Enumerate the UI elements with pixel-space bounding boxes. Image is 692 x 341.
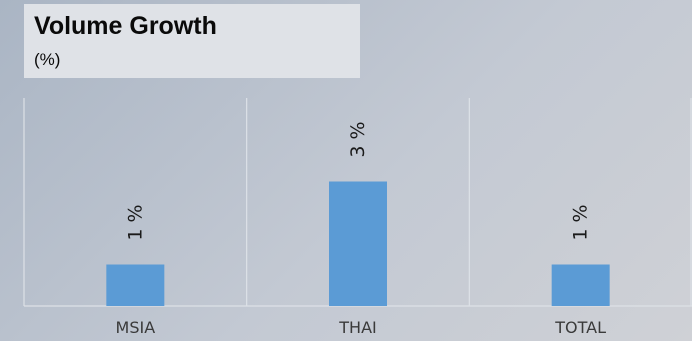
bar-thai	[329, 181, 387, 306]
bar-total	[551, 264, 610, 306]
bar-msia	[106, 264, 165, 306]
x-tick-label-msia: MSIA	[116, 318, 156, 337]
data-label-total: 1 %	[570, 204, 592, 240]
chart-subtitle: (%)	[34, 50, 61, 69]
title-box: Volume Growth (%)	[24, 4, 360, 78]
x-tick-label-total: TOTAL	[554, 318, 606, 337]
x-tick-label-thai: THAI	[338, 318, 376, 337]
chart-title: Volume Growth	[34, 12, 217, 40]
data-label-msia: 1 %	[124, 204, 146, 240]
data-label-thai: 3 %	[347, 121, 369, 157]
